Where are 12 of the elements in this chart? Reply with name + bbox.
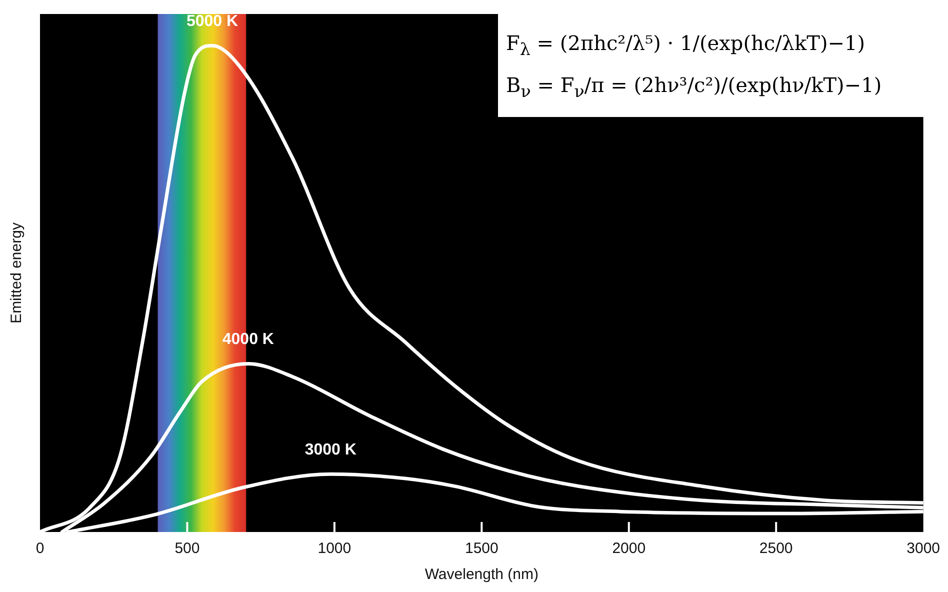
- x-tick-label: 2500: [759, 540, 793, 558]
- x-tick-label: 2000: [612, 540, 646, 558]
- y-axis-title: Emitted energy: [8, 222, 26, 324]
- annotation: B$_{ν}$ = F$_{ν}$/π = (2hν³/c²)/(exp(hν/kT)−1): [506, 72, 883, 103]
- x-tick-label: 1000: [318, 540, 352, 558]
- x-tick-label: 1500: [464, 540, 498, 558]
- x-tick-label: 0: [36, 540, 44, 558]
- x-tick-label: 3000: [906, 540, 940, 558]
- annotation: F$_{λ}$ = (2πhc²/λ⁵) · 1/(exp(hc/λkT)−1): [506, 30, 866, 61]
- x-axis-title: Wavelength (nm): [424, 566, 538, 584]
- series-label: 3000 K: [304, 442, 357, 459]
- x-tick-label: 500: [174, 540, 200, 558]
